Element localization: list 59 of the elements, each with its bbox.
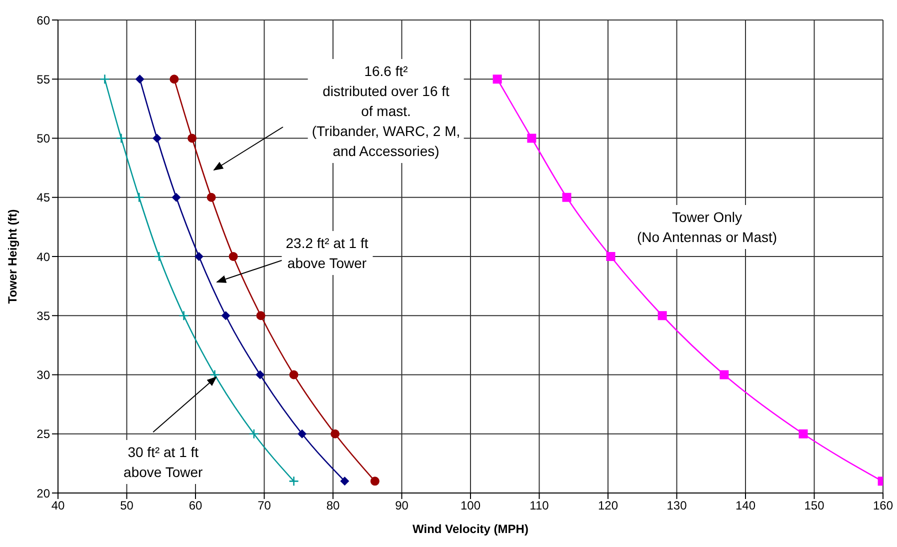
point (134, 192, 144, 203)
x-tick-label: 50 (120, 498, 134, 513)
x-tick-label: 100 (460, 498, 481, 513)
point (658, 311, 667, 320)
y-tick-label: 45 (36, 190, 50, 205)
x-tick-label: 150 (804, 498, 825, 513)
point (289, 370, 298, 380)
point (370, 476, 380, 486)
point (178, 310, 189, 321)
x-tick-label: 60 (188, 498, 202, 513)
x-tick-label: 80 (326, 498, 340, 513)
x-tick-label: 120 (598, 498, 618, 513)
point (152, 134, 162, 143)
x-tick-label: 70 (258, 498, 272, 513)
y-axis-title: Tower Height (ft) (5, 209, 20, 304)
x-tick-label: 140 (735, 498, 756, 513)
point (170, 74, 179, 84)
point (288, 476, 299, 486)
point (154, 251, 164, 262)
point (527, 134, 536, 143)
point (606, 252, 616, 261)
point (340, 476, 350, 486)
point (798, 429, 808, 438)
point (135, 74, 144, 84)
point (228, 252, 238, 261)
point (298, 429, 307, 438)
point (100, 74, 110, 84)
annotation: 16.6 ft² distributed over 16 ft of mast. (Tribander, WARC, 2 M, and Accessories) (308, 59, 464, 163)
point (492, 74, 502, 84)
point (172, 192, 181, 202)
point (210, 370, 220, 380)
y-tick-label: 35 (36, 308, 50, 323)
y-tick-label: 50 (36, 132, 50, 146)
y-tick-label: 25 (36, 427, 50, 442)
x-tick-label: 40 (51, 498, 65, 513)
x-axis-title: Wind Velocity (MPH) (412, 522, 528, 536)
point (188, 134, 197, 143)
point (194, 252, 204, 261)
point (720, 370, 729, 380)
x-tick-label: 130 (666, 498, 688, 513)
point (256, 370, 265, 380)
point (330, 429, 340, 438)
x-tick-label: 90 (395, 498, 409, 513)
y-tick-label: 55 (36, 72, 50, 86)
y-tick-label: 60 (36, 13, 50, 28)
point (562, 192, 572, 202)
x-tick-label: 110 (530, 498, 550, 513)
series-label: Tower Only (No Antennas or Mast) (632, 205, 782, 249)
point (206, 192, 216, 202)
x-tick-label: 160 (872, 498, 894, 513)
point (248, 428, 260, 440)
point (116, 133, 126, 144)
annotation: 30 ft² at 1 ft above Tower (120, 440, 207, 484)
annotation: 23.2 ft² at 1 ft above Tower (282, 231, 372, 275)
point (256, 311, 266, 320)
y-tick-label: 40 (36, 250, 50, 264)
point (221, 311, 230, 320)
y-tick-label: 20 (36, 486, 50, 500)
y-tick-label: 30 (36, 368, 50, 382)
